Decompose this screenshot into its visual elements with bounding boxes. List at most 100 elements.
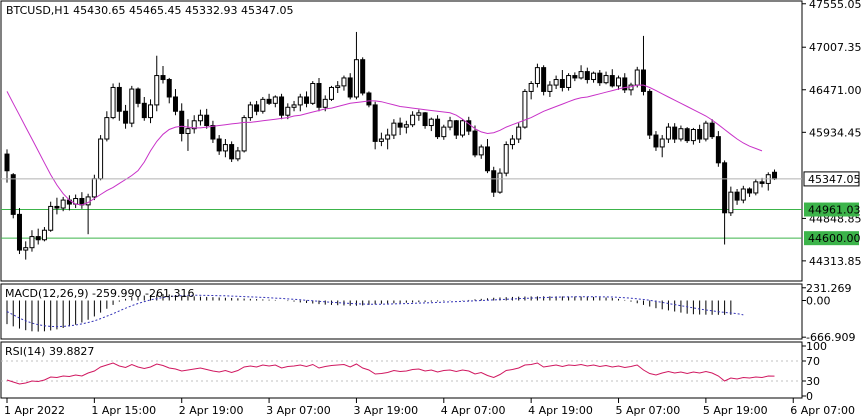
main-panel[interactable]	[0, 0, 803, 282]
candle-body-bull	[41, 229, 47, 241]
candle-body-bull	[665, 126, 671, 140]
candle-body-bear	[116, 86, 122, 112]
candle-body-bear	[4, 153, 10, 172]
candle-body-bull	[441, 126, 447, 138]
candle-body-bear	[304, 96, 310, 104]
macd-tick-label: 231.269	[806, 282, 852, 295]
candle-body-bull	[297, 96, 303, 106]
candle-body-bear	[266, 98, 272, 104]
candle-body-bull	[285, 106, 291, 116]
candle-body-bull	[322, 98, 328, 108]
time-tick-label: 6 Apr 07:00	[790, 404, 855, 417]
candle-body-bull	[310, 82, 316, 104]
time-tick-label: 2 Apr 19:00	[179, 404, 244, 417]
current-price-box	[803, 171, 860, 187]
candle-body-bull	[522, 90, 528, 128]
candle-body-bear	[672, 126, 678, 140]
rsi-indicator: 100 70 30 0	[1, 340, 827, 403]
candle-body-bull	[528, 82, 534, 92]
candle-body-bull	[534, 67, 540, 84]
candle-body-bull	[328, 86, 334, 100]
candle-body-bull	[753, 181, 759, 194]
candle-body-bull	[291, 104, 297, 108]
candle-body-bull	[391, 122, 397, 136]
candle-body-bull	[91, 178, 97, 198]
candle-body-bear	[684, 128, 690, 142]
level-label-box	[804, 231, 859, 246]
time-tick-label: 1 Apr 2022	[4, 404, 65, 417]
candle-body-bear	[647, 90, 653, 136]
candle-body-bear	[10, 174, 16, 215]
ma-line	[6, 84, 763, 206]
candle-body-bear	[135, 88, 141, 104]
price-tick-label: 44313.85	[809, 255, 862, 268]
candle-body-bull	[740, 188, 746, 201]
price-tick-label: 45934.45	[809, 126, 862, 139]
rsi-panel[interactable]	[0, 341, 803, 399]
candle-body-bear	[491, 170, 497, 193]
candle-body-bear	[166, 79, 172, 98]
time-tick-label: 4 Apr 07:00	[441, 404, 506, 417]
candle-body-bull	[353, 59, 359, 98]
candle-body-bear	[541, 67, 547, 92]
candle-body-bull	[385, 134, 391, 140]
macd-tick-label: 0.00	[806, 295, 831, 308]
candle-body-bull	[197, 114, 203, 122]
rsi-tick-label: 30	[806, 375, 820, 388]
candle-body-bear	[204, 114, 210, 127]
candle-body-bear	[747, 188, 753, 194]
candle-body-bull	[403, 124, 409, 128]
candle-body-bear	[759, 181, 765, 184]
time-tick-label: 3 Apr 07:00	[266, 404, 331, 417]
candle-body-bear	[435, 118, 441, 138]
candle-body-bull	[148, 104, 154, 119]
rsi-tick-label: 0	[806, 390, 813, 403]
candle-body-bear	[572, 75, 578, 79]
price-axis: 47555.0547007.3546471.0045934.4544848.85…	[802, 0, 862, 268]
macd-tick-label: -666.909	[806, 331, 855, 344]
candle-body-bear	[653, 134, 659, 148]
candle-body-bear	[210, 125, 216, 140]
candle-body-bull	[659, 138, 665, 148]
candle-body-bear	[316, 82, 322, 108]
candle-body-bull	[104, 117, 110, 140]
candle-body-bear	[422, 112, 428, 127]
time-tick-label: 4 Apr 19:00	[528, 404, 593, 417]
candle-body-bear	[697, 128, 703, 140]
candle-body-bull	[48, 205, 54, 231]
time-axis: 1 Apr 2022 1 Apr 15:00 2 Apr 19:00 3 Apr 07…	[4, 398, 855, 417]
macd-panel[interactable]	[0, 283, 803, 340]
moving-average	[6, 84, 763, 206]
candle-body-bull	[341, 77, 347, 87]
price-tick-label: 47007.35	[809, 41, 862, 54]
candle-body-bear	[559, 79, 565, 88]
candle-body-bear	[609, 75, 615, 87]
candle-body-bear	[123, 110, 129, 124]
candle-body-bull	[503, 144, 509, 174]
macd-header: MACD(12,26,9) -259.990 -261.316	[5, 287, 194, 300]
candle-body-bull	[678, 128, 684, 140]
candle-body-bull	[728, 191, 734, 214]
rsi-tick-label: 70	[806, 355, 820, 368]
time-tick-label: 5 Apr 19:00	[703, 404, 768, 417]
candle-body-bull	[547, 84, 553, 92]
candle-body-bull	[460, 120, 466, 136]
candle-body-bear	[179, 110, 185, 134]
candle-body-bear	[584, 71, 590, 81]
candle-body-bull	[191, 120, 197, 130]
candle-body-bull	[222, 144, 228, 152]
candle-body-bear	[722, 162, 728, 214]
candle-body-bull	[516, 126, 522, 140]
candle-body-bull	[509, 138, 515, 146]
candle-body-bear	[16, 213, 22, 251]
candle-body-bull	[410, 114, 416, 126]
candle-body-bull	[591, 72, 597, 81]
level-label: 44600.00	[808, 232, 861, 245]
candle-body-bull	[335, 85, 341, 88]
candle-body-bear	[35, 236, 41, 241]
macd-signal-line	[6, 294, 744, 328]
time-tick-label: 1 Apr 15:00	[91, 404, 156, 417]
candle-body-bear	[172, 96, 178, 112]
